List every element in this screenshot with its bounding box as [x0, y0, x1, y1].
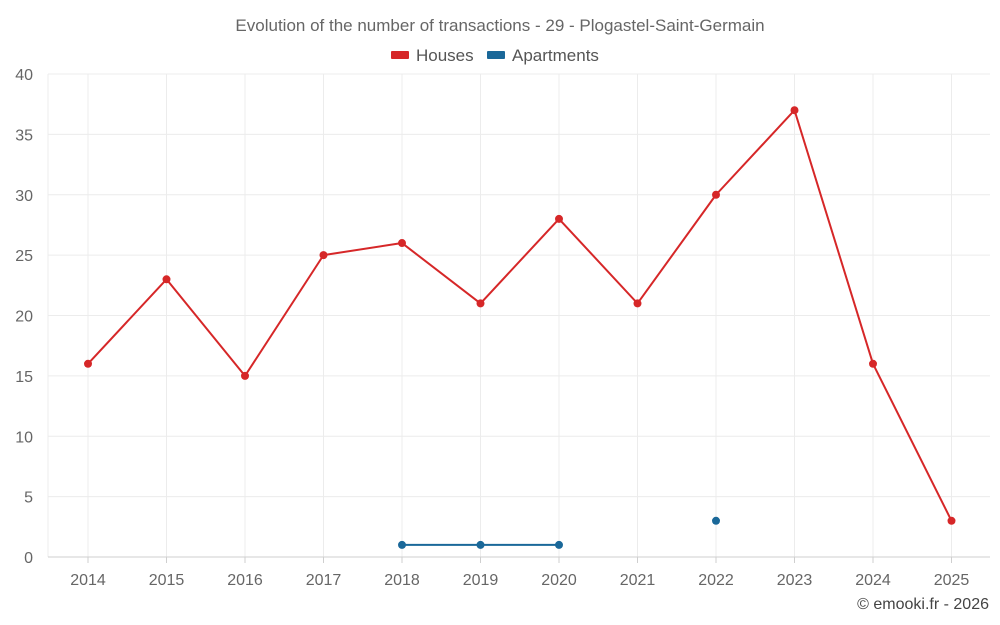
data-point-houses[interactable]: [84, 359, 92, 368]
x-axis: 2014 2015 2016 2017 2018 2019 2020 2021 2022 2023…: [48, 556, 990, 589]
series-houses: [84, 106, 956, 525]
data-point-apartments[interactable]: [555, 540, 563, 549]
data-point-houses[interactable]: [712, 190, 720, 199]
legend-label-apartments: Apartments: [512, 46, 599, 65]
y-tick-label: 30: [15, 188, 33, 205]
series-line-houses: [87, 109, 953, 522]
y-axis: 0 5 10 15 20 25 30 35 40: [15, 67, 49, 567]
data-point-apartments[interactable]: [712, 516, 720, 525]
series-apartments: [398, 516, 720, 549]
data-point-houses[interactable]: [162, 275, 171, 284]
y-tick-label: 35: [15, 127, 33, 144]
data-point-apartments[interactable]: [476, 540, 485, 549]
plot-area: [84, 106, 956, 549]
x-tick-label: 2025: [934, 572, 970, 589]
data-point-houses[interactable]: [947, 516, 956, 525]
credit-text: © emooki.fr - 2026: [857, 596, 989, 613]
legend-label-houses: Houses: [416, 46, 474, 65]
data-point-houses[interactable]: [319, 251, 328, 260]
x-tick-label: 2016: [227, 572, 263, 589]
x-tick-label: 2023: [777, 572, 813, 589]
data-point-houses[interactable]: [398, 239, 406, 248]
data-point-houses[interactable]: [633, 299, 642, 308]
x-tick-label: 2015: [149, 572, 185, 589]
y-tick-label: 10: [15, 429, 33, 446]
x-tick-label: 2022: [698, 572, 734, 589]
data-point-apartments[interactable]: [398, 540, 406, 549]
data-point-houses[interactable]: [241, 371, 249, 380]
legend-swatch-houses: [391, 51, 409, 59]
x-tick-label: 2020: [541, 572, 577, 589]
data-point-houses[interactable]: [555, 214, 563, 223]
legend: Houses Apartments: [391, 46, 599, 65]
legend-item-apartments[interactable]: Apartments: [487, 46, 599, 65]
data-point-houses[interactable]: [869, 359, 877, 368]
x-tick-label: 2019: [463, 572, 499, 589]
x-tick-label: 2018: [384, 572, 420, 589]
y-tick-label: 0: [24, 550, 33, 567]
y-tick-label: 25: [15, 248, 33, 265]
grid: [48, 73, 990, 557]
x-tick-label: 2024: [855, 572, 891, 589]
x-tick-label: 2021: [620, 572, 656, 589]
y-tick-label: 40: [15, 67, 33, 84]
y-tick-label: 15: [15, 369, 33, 386]
y-tick-label: 5: [24, 490, 33, 507]
legend-item-houses[interactable]: Houses: [391, 46, 474, 65]
x-tick-label: 2014: [70, 572, 106, 589]
y-tick-label: 20: [15, 309, 33, 326]
legend-swatch-apartments: [487, 51, 505, 59]
data-point-houses[interactable]: [476, 299, 485, 308]
data-point-houses[interactable]: [790, 106, 799, 115]
x-tick-label: 2017: [306, 572, 342, 589]
chart-title: Evolution of the number of transactions …: [235, 16, 764, 35]
